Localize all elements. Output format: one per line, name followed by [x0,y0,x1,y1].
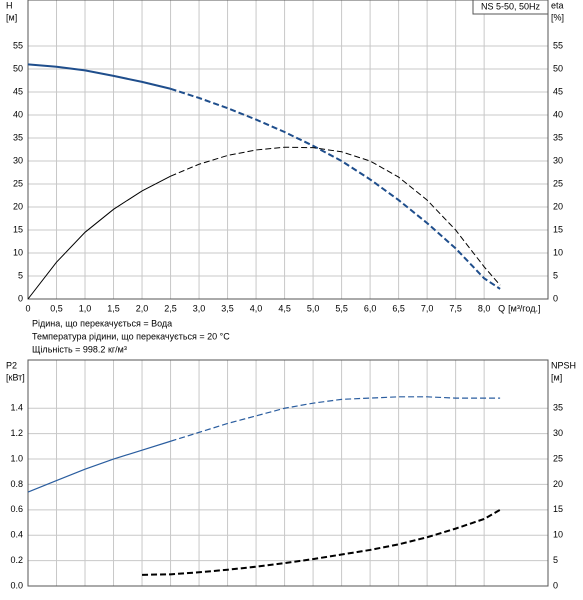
y-axis-label: [м] [6,12,17,22]
y2-tick-label: 0 [553,293,558,303]
curve [170,87,501,290]
y-tick-label: 1.4 [10,403,23,413]
curve [142,508,501,576]
y-tick-label: 1.2 [10,428,23,438]
y-tick-label: 0 [18,293,23,303]
note: Щільність = 998.2 кг/м³ [32,344,127,354]
x-tick-label: 1,5 [107,303,120,313]
y2-tick-label: 40 [553,109,563,119]
y-tick-label: 20 [13,201,23,211]
y2-tick-label: 30 [553,155,563,165]
y2-axis-label: NPSH [551,360,576,370]
curve [27,175,171,300]
y2-axis-label: eta [551,0,564,10]
y2-tick-label: 35 [553,132,563,142]
y-tick-label: 25 [13,178,23,188]
x-tick-label: 4,0 [250,303,263,313]
y2-tick-label: 10 [553,530,563,540]
x-axis-label: [м³/год.] [508,303,540,313]
x-tick-label: 0,5 [50,303,63,313]
y-tick-label: 40 [13,109,23,119]
y-tick-label: 1.0 [10,453,23,463]
y2-tick-label: 25 [553,178,563,188]
y-tick-label: 10 [13,247,23,257]
y-axis-label: P2 [6,360,17,370]
chart-title: NS 5-50, 50Hz [481,1,541,11]
x-tick-label: 5,0 [307,303,320,313]
curve [27,63,171,90]
y2-tick-label: 5 [553,555,558,565]
x-tick-label: 5,5 [335,303,348,313]
curve [170,146,501,286]
x-tick-label: 1,0 [79,303,92,313]
x-tick-label: 7,0 [421,303,434,313]
x-tick-label: 6,5 [392,303,405,313]
plot-frame [27,0,549,300]
note: Рідина, що перекачується = Вода [32,318,172,328]
y-tick-label: 0.4 [10,530,23,540]
y2-axis-label: [%] [551,12,564,22]
y-tick-label: 55 [13,40,23,50]
y2-tick-label: 30 [553,428,563,438]
y2-tick-label: 50 [553,63,563,73]
y-axis-label: [кВт] [6,372,25,382]
y2-tick-label: 15 [553,504,563,514]
x-tick-label: 4,5 [278,303,291,313]
x-tick-label: 2,0 [136,303,149,313]
x-tick-label: 3,5 [221,303,234,313]
y-tick-label: 30 [13,155,23,165]
x-tick-label: 2,5 [164,303,177,313]
curve [27,440,171,493]
x-tick-label: 3,0 [193,303,206,313]
y2-tick-label: 20 [553,201,563,211]
y-axis-label: H [6,0,13,10]
y-tick-label: 0.0 [10,580,23,590]
title-box [472,0,549,15]
y2-tick-label: 5 [553,270,558,280]
note: Температура рідини, що перекачується = 2… [32,331,230,341]
y2-tick-label: 15 [553,224,563,234]
y2-axis-label: [м] [551,372,562,382]
y2-tick-label: 0 [553,580,558,590]
x-tick-label: 8,0 [478,303,491,313]
y-tick-label: 35 [13,132,23,142]
y2-tick-label: 45 [553,86,563,96]
x-tick-label: 0 [25,303,30,313]
y2-tick-label: 20 [553,479,563,489]
y2-tick-label: 35 [553,403,563,413]
x-axis-label: Q [498,303,505,313]
y-tick-label: 5 [18,270,23,280]
curve [170,396,501,442]
y-tick-label: 50 [13,63,23,73]
y-tick-label: 0.2 [10,555,23,565]
x-tick-label: 6,0 [364,303,377,313]
y2-tick-label: 25 [553,453,563,463]
y-tick-label: 15 [13,224,23,234]
y2-tick-label: 55 [553,40,563,50]
y-tick-label: 45 [13,86,23,96]
plot-frame [27,359,549,587]
y-tick-label: 0.6 [10,504,23,514]
x-tick-label: 7,5 [449,303,462,313]
y2-tick-label: 10 [553,247,563,257]
y-tick-label: 0.8 [10,479,23,489]
